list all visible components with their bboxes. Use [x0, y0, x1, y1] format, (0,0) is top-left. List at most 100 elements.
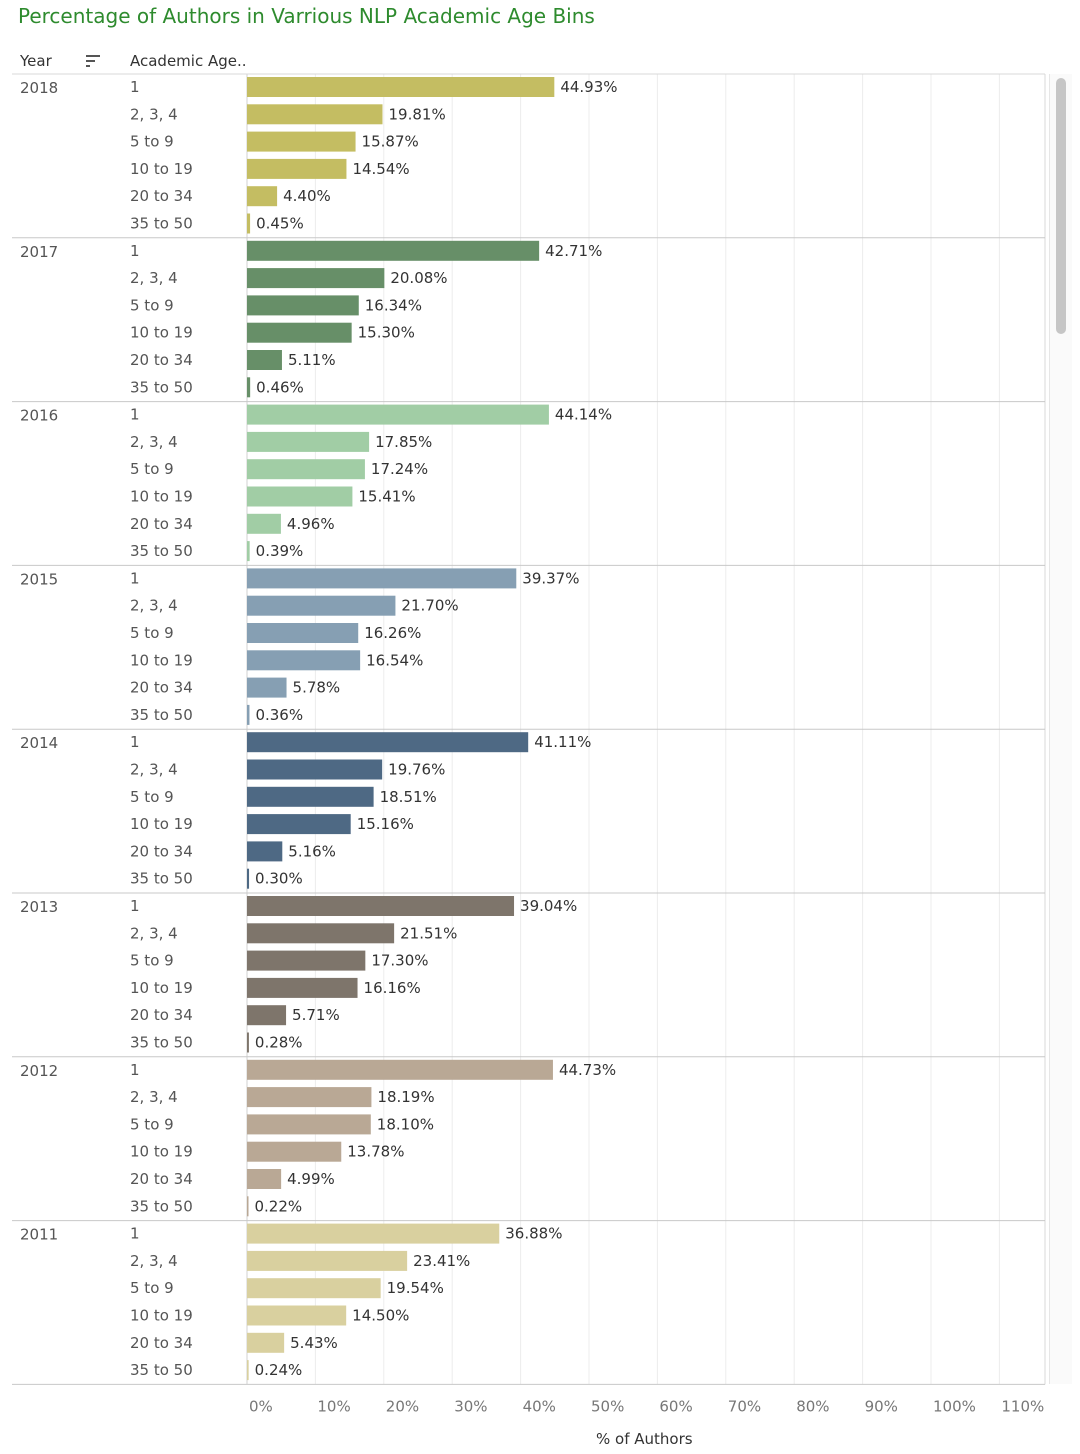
x-tick-label: 30%	[454, 1397, 487, 1415]
bar-value-label: 19.76%	[388, 761, 445, 779]
category-label: 5 to 9	[130, 952, 174, 970]
bar-value-label: 15.41%	[358, 488, 415, 506]
bar	[247, 814, 351, 835]
bar	[247, 704, 250, 725]
bar-value-label: 20.08%	[390, 269, 447, 287]
bar-value-label: 39.04%	[520, 897, 577, 915]
category-label: 2, 3, 4	[130, 1252, 178, 1270]
category-label: 20 to 34	[130, 351, 193, 369]
year-label: 2013	[20, 898, 58, 916]
category-label: 2, 3, 4	[130, 761, 178, 779]
category-label: 20 to 34	[130, 679, 193, 697]
bar-value-label: 44.73%	[559, 1061, 616, 1079]
category-label: 10 to 19	[130, 1143, 193, 1161]
bar	[247, 1332, 285, 1353]
bar	[247, 377, 251, 398]
bar	[247, 1223, 500, 1244]
year-label: 2016	[20, 407, 58, 425]
category-label: 35 to 50	[130, 542, 193, 560]
category-label: 1	[130, 897, 140, 915]
x-tick-label: 80%	[796, 1397, 829, 1415]
bar-value-label: 21.70%	[401, 597, 458, 615]
category-label: 1	[130, 1225, 140, 1243]
year-label: 2015	[20, 570, 58, 588]
bar-value-label: 4.40%	[283, 187, 331, 205]
bar-value-label: 0.36%	[255, 706, 303, 724]
bar	[247, 1059, 553, 1080]
bar	[247, 350, 282, 370]
category-label: 35 to 50	[130, 215, 193, 233]
category-label: 1	[130, 406, 140, 424]
x-tick-label: 60%	[659, 1397, 692, 1415]
bar-value-label: 39.37%	[522, 569, 579, 587]
category-label: 10 to 19	[130, 324, 193, 342]
category-label: 35 to 50	[130, 1034, 193, 1052]
sort-icon[interactable]	[84, 52, 102, 70]
category-label: 2, 3, 4	[130, 1088, 178, 1106]
bar	[247, 186, 278, 207]
bar-value-label: 5.43%	[290, 1334, 338, 1352]
bar	[247, 732, 529, 753]
x-axis-title: % of Authors	[596, 1430, 693, 1448]
category-label: 20 to 34	[130, 842, 193, 860]
bar-value-label: 0.24%	[255, 1361, 303, 1379]
category-label: 10 to 19	[130, 1307, 193, 1325]
bar	[247, 1005, 287, 1026]
x-tick-label: 40%	[523, 1397, 556, 1415]
x-tick-label: 100%	[933, 1397, 976, 1415]
bar	[247, 431, 370, 452]
x-tick-label: 50%	[591, 1397, 624, 1415]
category-label: 2, 3, 4	[130, 433, 178, 451]
x-tick-label: 90%	[865, 1397, 898, 1415]
category-label: 10 to 19	[130, 160, 193, 178]
bar	[247, 1360, 249, 1381]
bar-value-label: 0.22%	[255, 1197, 303, 1215]
bar	[247, 77, 555, 97]
year-column-header[interactable]: Year	[20, 52, 52, 70]
chart-title: Percentage of Authors in Varrious NLP Ac…	[18, 4, 595, 28]
category-label: 35 to 50	[130, 1197, 193, 1215]
bar-value-label: 0.45%	[256, 215, 304, 233]
bar-value-label: 15.87%	[362, 133, 419, 151]
x-tick-label: 0%	[249, 1397, 273, 1415]
bar-value-label: 17.85%	[375, 433, 432, 451]
bar	[247, 1196, 249, 1217]
category-label: 2, 3, 4	[130, 924, 178, 942]
category-label: 5 to 9	[130, 788, 174, 806]
category-label: 1	[130, 1061, 140, 1079]
category-label: 5 to 9	[130, 460, 174, 478]
bar-value-label: 17.24%	[371, 460, 428, 478]
bar	[247, 1278, 381, 1299]
category-label: 5 to 9	[130, 296, 174, 314]
bar-value-label: 5.71%	[292, 1006, 340, 1024]
bar-value-label: 15.16%	[357, 815, 414, 833]
bar-value-label: 16.54%	[366, 651, 423, 669]
bar	[247, 1114, 371, 1135]
bar-value-label: 19.81%	[389, 105, 446, 123]
bar-value-label: 0.39%	[256, 542, 304, 560]
bar	[247, 104, 383, 125]
bar-value-label: 4.99%	[287, 1170, 335, 1188]
category-label: 5 to 9	[130, 133, 174, 151]
bar	[247, 213, 251, 234]
category-label: 10 to 19	[130, 815, 193, 833]
year-label: 2017	[20, 243, 58, 261]
bar	[247, 158, 347, 179]
scrollbar-thumb[interactable]	[1056, 78, 1066, 334]
bar-value-label: 23.41%	[413, 1252, 470, 1270]
bar	[247, 486, 353, 507]
bar	[247, 868, 250, 889]
bar-value-label: 14.50%	[352, 1307, 409, 1325]
bar	[247, 896, 515, 916]
bar-value-label: 13.78%	[347, 1143, 404, 1161]
category-label: 1	[130, 733, 140, 751]
bar	[247, 1305, 347, 1326]
academic-age-column-header[interactable]: Academic Age..	[130, 52, 247, 70]
bar	[247, 1141, 342, 1162]
vertical-scrollbar[interactable]	[1049, 74, 1072, 1384]
category-label: 5 to 9	[130, 1115, 174, 1133]
category-label: 10 to 19	[130, 651, 193, 669]
bar-value-label: 19.54%	[387, 1279, 444, 1297]
year-label: 2018	[20, 79, 58, 97]
category-label: 1	[130, 242, 140, 260]
